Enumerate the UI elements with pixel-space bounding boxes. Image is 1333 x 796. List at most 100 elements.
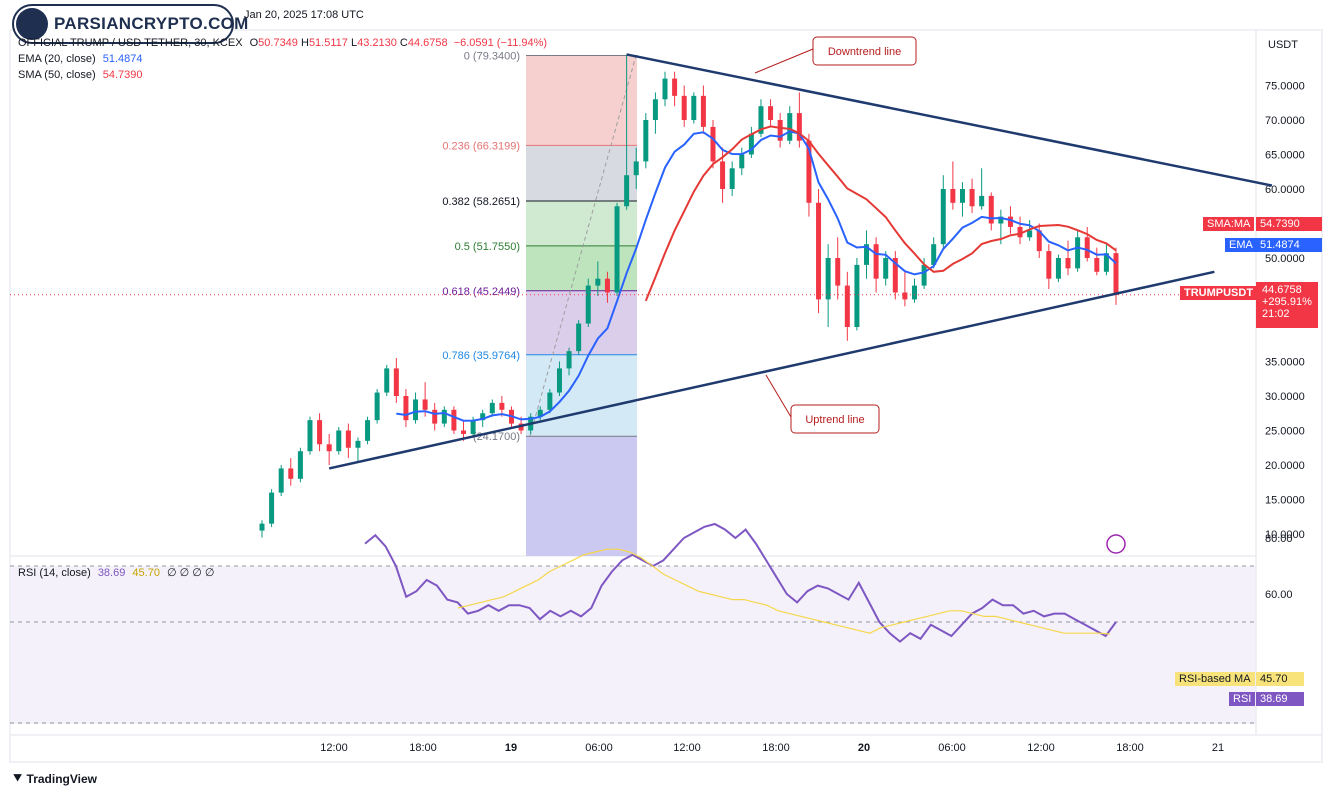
fib-level-label: 0 (79.3400) [464,51,520,63]
tradingview-brand[interactable]: ⯆ TradingView [12,770,97,787]
rsi-tag-value: 38.69 [1256,692,1304,706]
downtrend-callout-label: Downtrend line [828,46,901,58]
price-tick-label: 20.0000 [1265,460,1305,472]
candle-body [864,244,870,265]
rsi-line [364,522,1117,643]
candle-body [806,140,812,203]
candle-body [288,468,294,479]
candle-body [259,523,265,531]
candle-body [1084,237,1090,258]
symbol-tag: TRUMPUSDT [1180,286,1258,300]
candle-body [835,258,841,286]
symbol-title[interactable]: OFFICIAL TRUMP / USD TETHER, 30, KCEX [18,37,243,49]
time-tick-label: 06:00 [585,742,613,754]
candle-body [576,323,582,352]
candle-body [566,351,572,369]
candle-body [969,189,975,207]
time-tick-label: 18:00 [409,742,437,754]
candle-body [1017,226,1023,238]
sma-legend[interactable]: SMA (50, close) 54.7390 [18,69,142,81]
downtrend-line [626,53,1273,187]
fib-level-label: 0.786 (35.9764) [442,350,520,362]
fib-zone [526,290,637,355]
time-tick-label: 12:00 [320,742,348,754]
sma-tag-label: SMA:MA [1203,217,1255,231]
ohlc-line: OFFICIAL TRUMP / USD TETHER, 30, KCEX O5… [18,37,547,49]
price-tick-label: 25.0000 [1265,426,1305,438]
candle-body [470,420,476,434]
price-tick-label: 50.0000 [1265,253,1305,265]
candle-body [959,189,965,203]
rsi-legend[interactable]: RSI (14, close) 38.69 45.70 ∅ ∅ ∅ ∅ [18,566,215,579]
rsi-tick-label: 80.00 [1265,533,1293,545]
candle-body [307,420,313,452]
candle-body [825,258,831,300]
bar-countdown: 21:02 [1262,308,1290,320]
candle-body [950,189,956,203]
change-value: −6.0591 (−11.94%) [453,37,548,49]
rsi-ma-tag-value: 45.70 [1256,672,1304,686]
ema-legend[interactable]: EMA (20, close) 51.4874 [18,53,142,65]
tradingview-brand-text: TradingView [26,772,98,786]
candle-body [432,409,438,424]
candle-body [720,161,726,189]
candle-body [1036,230,1042,252]
price-tick-label: 75.0000 [1265,81,1305,93]
low-value: 43.2130 [357,37,397,49]
candle-body [816,202,822,300]
candle-body [624,175,630,207]
candle-body [854,264,860,327]
candle-body [326,444,332,452]
fib-diagonal [529,55,637,437]
price-tick-label: 35.0000 [1265,357,1305,369]
candle-body [393,368,399,396]
candle-body [1113,253,1119,295]
fib-zone [526,354,637,437]
candle-body [1094,258,1100,272]
last-price: 44.6758 [1262,284,1302,296]
uptrend-callout-pointer [765,374,792,418]
candle-body [547,392,553,410]
header-date: Jan 20, 2025 17:08 UTC [244,9,364,21]
time-tick-label: 18:00 [762,742,790,754]
candle-body [700,95,706,127]
candle-body [998,216,1004,224]
candle-body [921,264,927,286]
time-tick-label: 12:00 [673,742,701,754]
high-label: H [300,37,309,49]
currency-label[interactable]: USDT [1268,39,1298,51]
candle-body [269,492,275,524]
candle-body [643,120,649,162]
candle-body [892,258,898,293]
candle-body [480,413,486,421]
candle-body [355,440,361,448]
candle-body [873,244,879,279]
time-tick-label: 06:00 [938,742,966,754]
candle-body [422,399,428,410]
fib-level-label: 0.618 (45.2449) [442,286,520,298]
tradingview-logo-icon: ⯆ [12,770,24,786]
candle-body [365,420,371,441]
rsi-legend-label: RSI (14, close) [18,567,91,579]
fib-zone [526,436,637,556]
candle-body [384,368,390,393]
candle-body [413,399,419,421]
candle-body [883,258,889,279]
candle-body [614,206,620,293]
candle-body [739,154,745,169]
sma-line [644,125,1117,302]
candle-body [1075,237,1081,269]
high-value: 51.5117 [308,37,348,49]
candle-body [297,451,303,479]
candle-body [844,285,850,327]
candle-body [979,195,985,207]
uptrend-line [328,270,1215,470]
rsi-legend-rest: ∅ ∅ ∅ ∅ [167,567,215,579]
time-tick-label: 21 [1212,742,1224,754]
uptrend-callout-label: Uptrend line [805,414,864,426]
candle-body [1007,216,1013,227]
candle-body [489,402,495,414]
candle-body [748,133,754,155]
ema-legend-value: 51.4874 [102,53,143,65]
